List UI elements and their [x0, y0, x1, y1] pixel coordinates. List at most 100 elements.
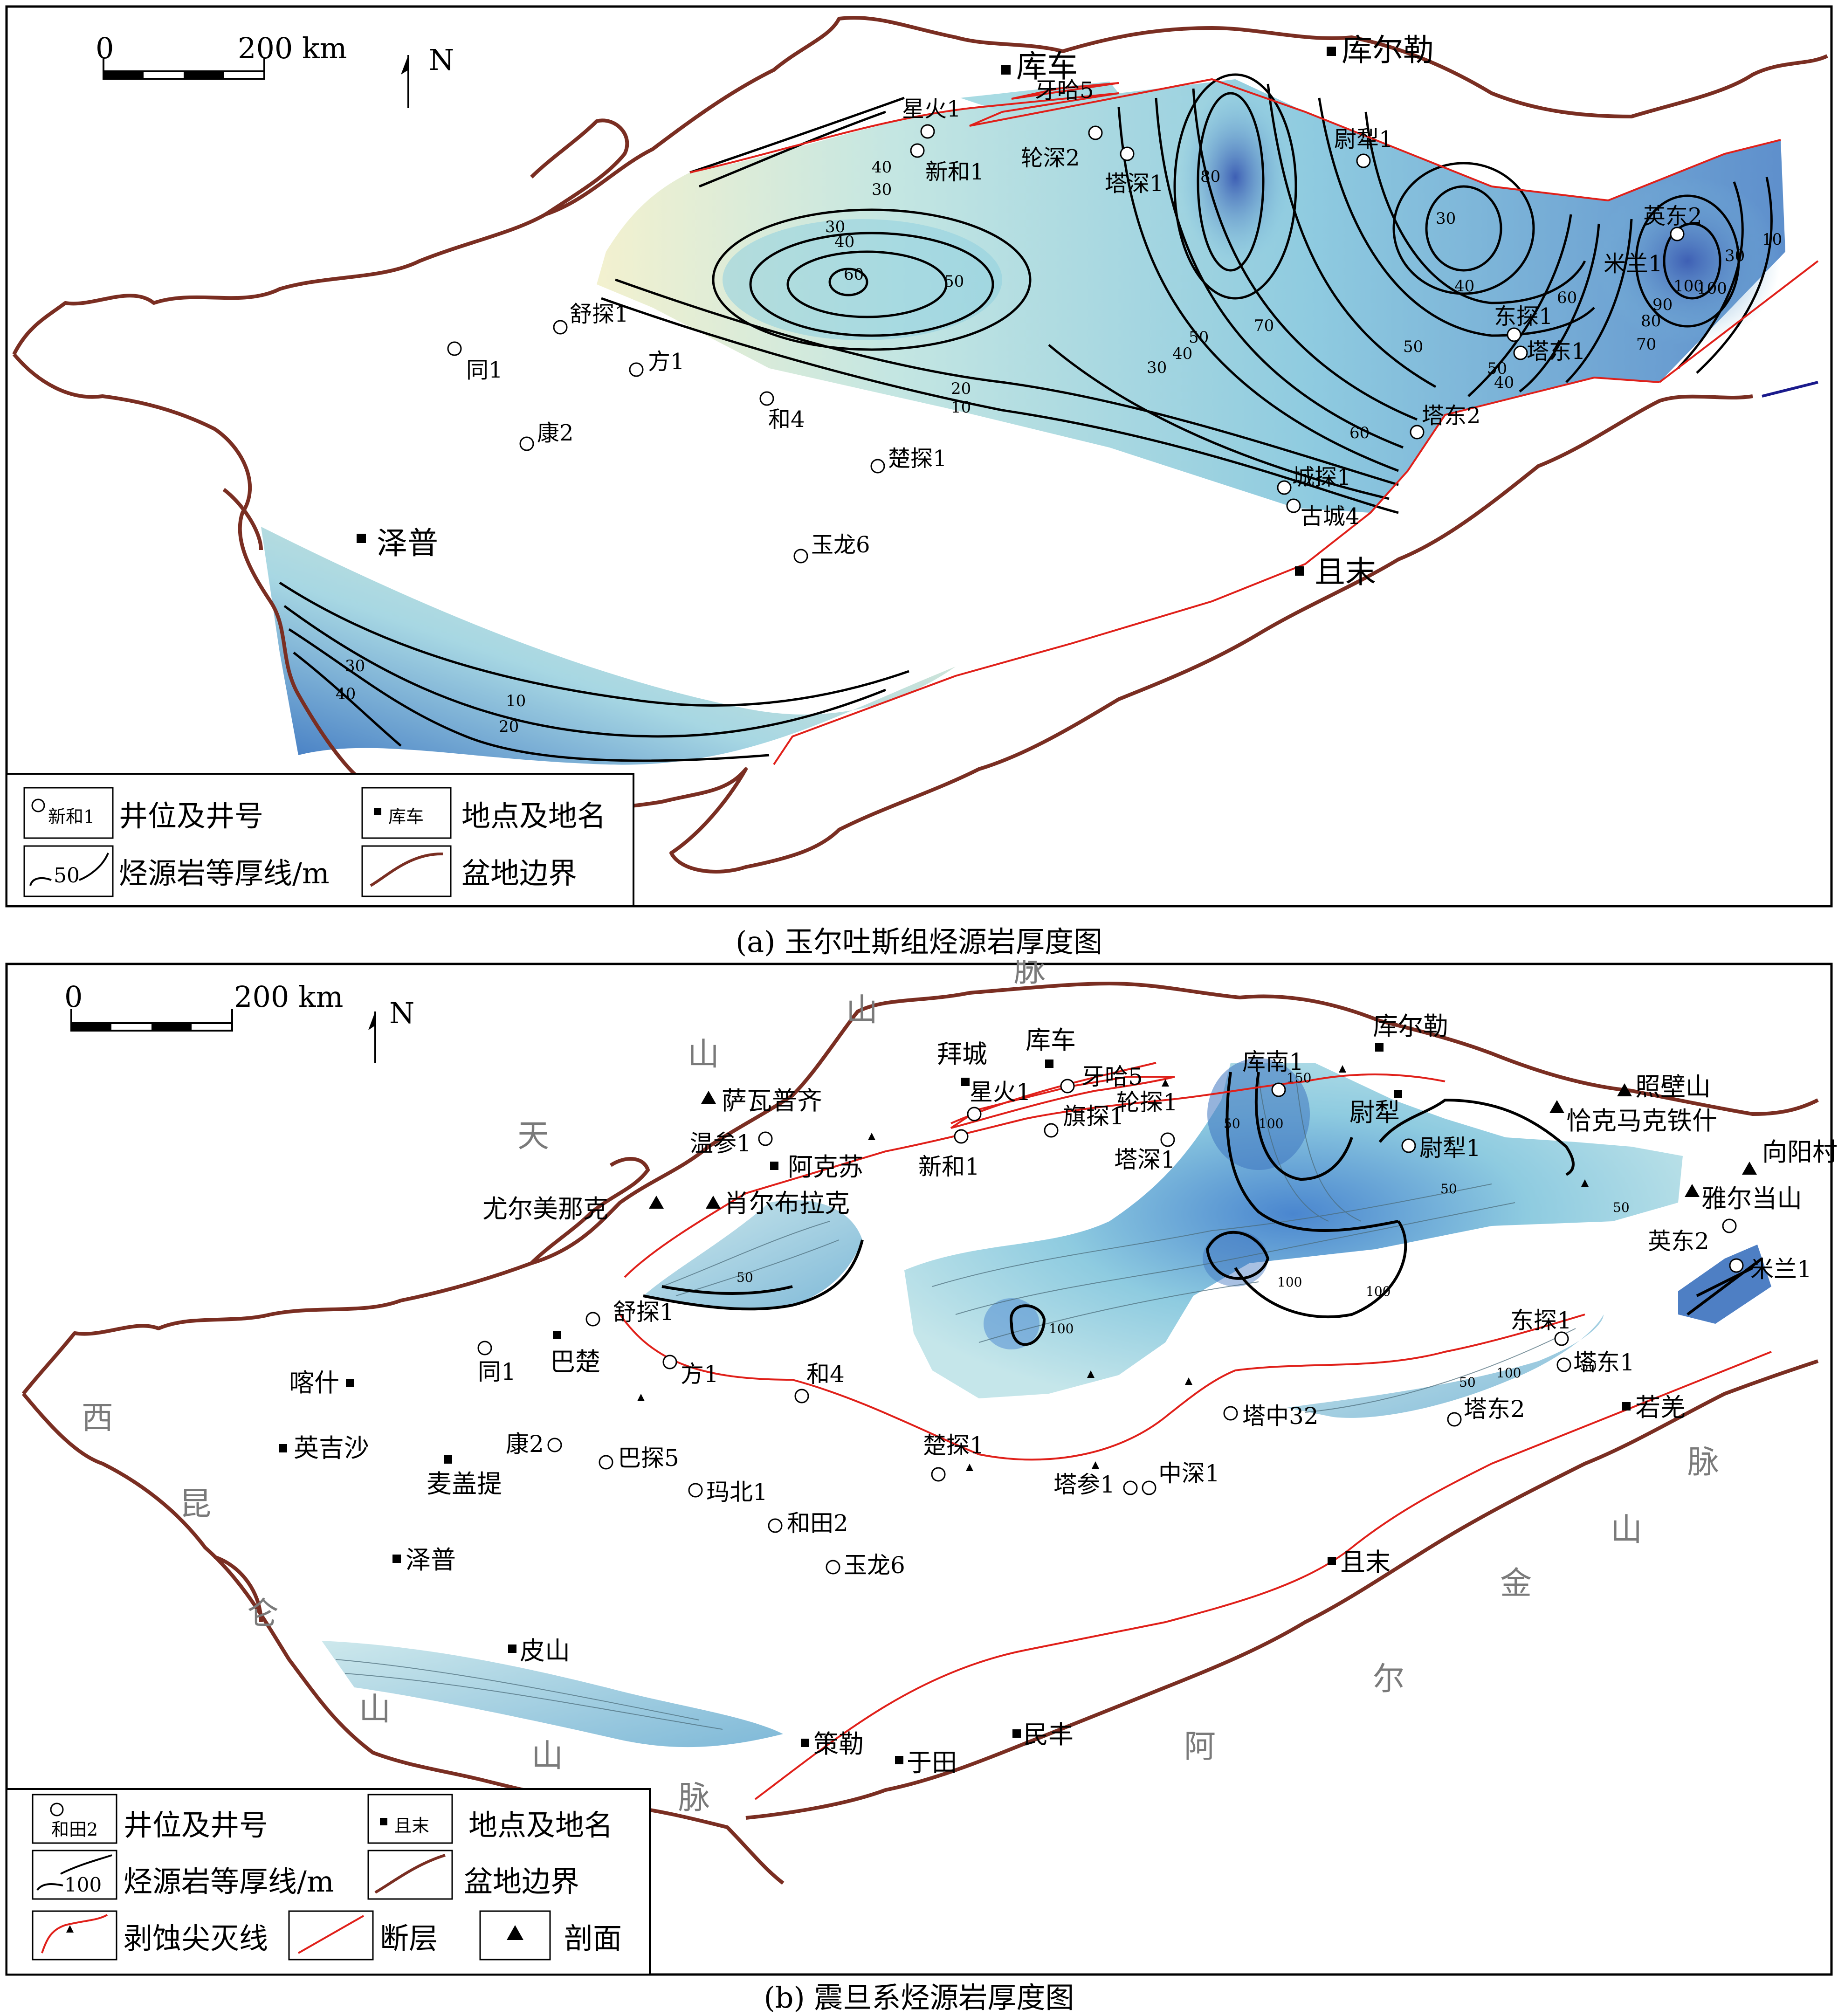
place-markers-b — [279, 1043, 1631, 1764]
section-labels-b: 萨瓦普齐 肖尔布拉克 尤尔美那克 恰克马克铁什 照壁山 向阳村 雅尔当山 — [482, 1072, 1838, 1224]
well-a-8: 东探1 — [1494, 303, 1553, 330]
well-labels-a: 星火1 牙哈5 新和1 轮深2 塔深1 尉犁1 英东2 米兰1 东探1 塔东1 … — [466, 77, 1702, 558]
contours-b — [643, 1072, 1763, 1346]
contour-a-30: 20 — [499, 717, 519, 736]
contour-b-10: 100 — [1049, 1321, 1074, 1336]
contour-b-9: 50 — [1459, 1375, 1476, 1390]
well-b-11: 东探1 — [1510, 1307, 1572, 1334]
contour-a-13: 30 — [1147, 358, 1167, 377]
contour-a-6: 80 — [1200, 167, 1220, 186]
section-b-5: 向阳村 — [1762, 1137, 1838, 1167]
well-b-21: 玛北1 — [706, 1479, 768, 1506]
well-b-18: 和4 — [806, 1361, 845, 1388]
scale-zero-b: 0 — [64, 980, 83, 1014]
legend-a-contour-sample: 50 — [54, 864, 80, 888]
well-a-10: 塔东2 — [1422, 403, 1481, 429]
legend-a-well: 井位及井号 — [119, 799, 263, 833]
mountain-b-7: 山 — [359, 1691, 391, 1728]
section-b-1: 肖尔布拉克 — [724, 1189, 850, 1218]
well-a-4: 塔深1 — [1105, 171, 1164, 197]
well-a-16: 康2 — [537, 420, 574, 446]
contour-b-5: 50 — [1440, 1181, 1457, 1197]
mountain-b-4: 西 — [82, 1400, 113, 1437]
contours-a-southwest — [279, 581, 909, 762]
place-b-10: 皮山 — [520, 1636, 570, 1665]
thickness-fill-b-tadong — [1287, 1314, 1604, 1418]
well-a-12: 古城4 — [1301, 503, 1360, 530]
mountain-b-6: 仑 — [247, 1596, 279, 1632]
panel-a-map: 0 200 km N 库车 库尔勒 泽普 且末 — [0, 0, 1838, 914]
basin-boundary-b — [21, 982, 1819, 1885]
place-b-4: 阿克苏 — [788, 1152, 863, 1182]
caption-a: (a) 玉尔吐斯组烃源岩厚度图 — [735, 925, 1103, 959]
panel-b-svg: 0 200 km N 天 山 山 脉 西 昆 仑 山 山 脉 阿 尔 金 山 脉 — [5, 952, 1838, 1976]
contour-a-2: 30 — [825, 218, 845, 236]
mountain-b-14: 脉 — [1687, 1444, 1719, 1481]
well-b-23: 玉龙6 — [844, 1552, 905, 1579]
contour-b-3: 100 — [1277, 1274, 1302, 1290]
place-a-3: 且末 — [1315, 554, 1376, 590]
mountain-b-9: 脉 — [678, 1780, 710, 1816]
thickness-fill-b-main — [904, 1063, 1683, 1398]
well-b-12: 塔东1 — [1573, 1349, 1635, 1376]
well-b-26: 中深1 — [1158, 1460, 1220, 1487]
well-b-4: 塔深1 — [1114, 1146, 1176, 1173]
contour-b-0: 50 — [737, 1270, 753, 1285]
mountain-b-3: 脉 — [1014, 960, 1046, 989]
well-a-0: 星火1 — [902, 96, 961, 122]
legend-a-place: 地点及地名 — [461, 799, 606, 833]
well-b-10: 米兰1 — [1750, 1256, 1812, 1283]
panel-a-svg: 0 200 km N 库车 库尔勒 泽普 且末 — [5, 5, 1833, 908]
panel-b-frame — [5, 963, 1833, 1976]
place-b-8: 麦盖提 — [427, 1469, 502, 1499]
contour-a-8: 40 — [1454, 277, 1474, 296]
contour-a-15: 10 — [951, 398, 971, 417]
thickness-high-milan — [1594, 177, 1781, 345]
thickness-high-central — [723, 219, 1002, 340]
place-a-0: 库车 — [1016, 48, 1078, 84]
scale-label-b: 200 km — [234, 980, 343, 1014]
contour-a-11: 50 — [1189, 328, 1209, 347]
well-b-9: 英东2 — [1648, 1228, 1709, 1255]
contour-a-17: 50 — [1487, 359, 1507, 378]
well-b-7: 库南1 — [1242, 1048, 1304, 1075]
place-b-9: 泽普 — [406, 1545, 456, 1575]
place-labels-b: 拜城 库车 库尔勒 尉犁 阿克苏 巴楚 喀什 英吉沙 麦盖提 泽普 皮山 策勒 … — [289, 1011, 1686, 1777]
place-a-1: 库尔勒 — [1342, 32, 1434, 68]
contour-a-16: 60 — [1349, 424, 1370, 442]
contour-b-1: 50 — [1224, 1116, 1240, 1131]
section-markers-b — [649, 1083, 1757, 1209]
section-b-4: 照壁山 — [1635, 1072, 1711, 1101]
legend-b-boundary: 盆地边界 — [464, 1865, 579, 1899]
contour-a-9: 50 — [1403, 337, 1423, 356]
contour-a-25: 30 — [1725, 247, 1745, 265]
well-b-25: 塔参1 — [1053, 1471, 1115, 1498]
section-b-3: 恰克马克铁什 — [1566, 1106, 1717, 1135]
section-b-0: 萨瓦普齐 — [722, 1086, 822, 1115]
well-b-22: 和田2 — [787, 1510, 848, 1537]
well-b-0: 牙哈5 — [1081, 1063, 1143, 1090]
contour-labels-b: 50 50 100 100 100 50 50 50 100 50 100 15… — [737, 1070, 1630, 1390]
contour-a-20: 70 — [1636, 335, 1656, 354]
contour-b-7: 50 — [1580, 1358, 1597, 1374]
mountain-b-11: 尔 — [1373, 1661, 1404, 1698]
caption-b: (b) 震旦系烃源岩厚度图 — [764, 1981, 1074, 2015]
scale-bar-a: 0 200 km — [96, 31, 347, 80]
well-b-17: 方1 — [681, 1361, 719, 1388]
well-labels-b: 牙哈5 星火1 旗探1 轮探1 塔深1 新和1 温参1 库南1 尉犁1 英东2 … — [478, 1048, 1812, 1579]
well-a-6: 英东2 — [1643, 203, 1702, 229]
place-a-2: 泽普 — [377, 525, 438, 561]
legend-a-boundary: 盆地边界 — [461, 856, 577, 890]
scale-label-a: 200 km — [238, 31, 347, 65]
north-label-a: N — [429, 43, 454, 77]
well-a-5: 尉犁1 — [1334, 126, 1393, 152]
well-a-11: 城探1 — [1292, 464, 1351, 490]
place-b-6: 喀什 — [289, 1368, 339, 1397]
well-b-2: 旗探1 — [1063, 1103, 1124, 1130]
well-b-1: 星火1 — [970, 1079, 1031, 1106]
fine-contours-b — [335, 1076, 1576, 1730]
thickness-fill-b-southwest — [322, 1641, 783, 1748]
well-b-14: 塔中32 — [1242, 1403, 1319, 1430]
mountain-b-10: 阿 — [1184, 1728, 1216, 1765]
well-a-1: 牙哈5 — [1035, 77, 1094, 103]
